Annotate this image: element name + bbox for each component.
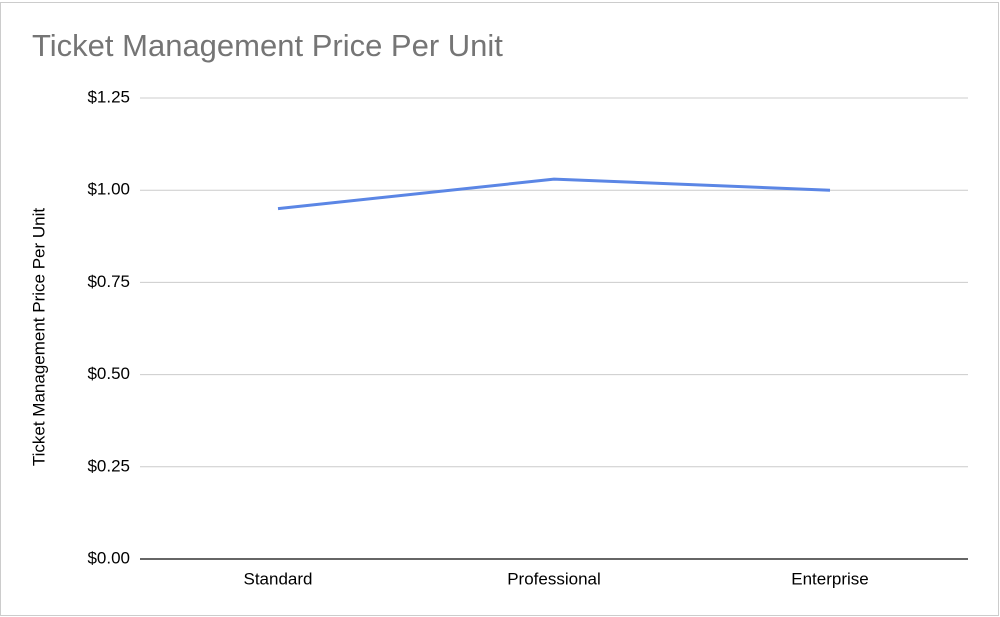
x-tick-label: Standard: [244, 569, 313, 588]
line-series: [277, 177, 831, 211]
y-tick-label: $1.00: [87, 180, 130, 199]
y-tick-label: $0.50: [87, 364, 130, 383]
y-axis-label: Ticket Management Price Per Unit: [29, 208, 48, 467]
y-tick-label: $0.00: [87, 548, 130, 567]
x-tick-label: Enterprise: [791, 569, 868, 588]
y-tick-label: $0.75: [87, 272, 130, 291]
y-tick-label: $0.25: [87, 456, 130, 475]
x-tick-label: Professional: [507, 569, 601, 588]
y-tick-label: $1.25: [87, 87, 130, 106]
chart-title: Ticket Management Price Per Unit: [32, 28, 503, 63]
